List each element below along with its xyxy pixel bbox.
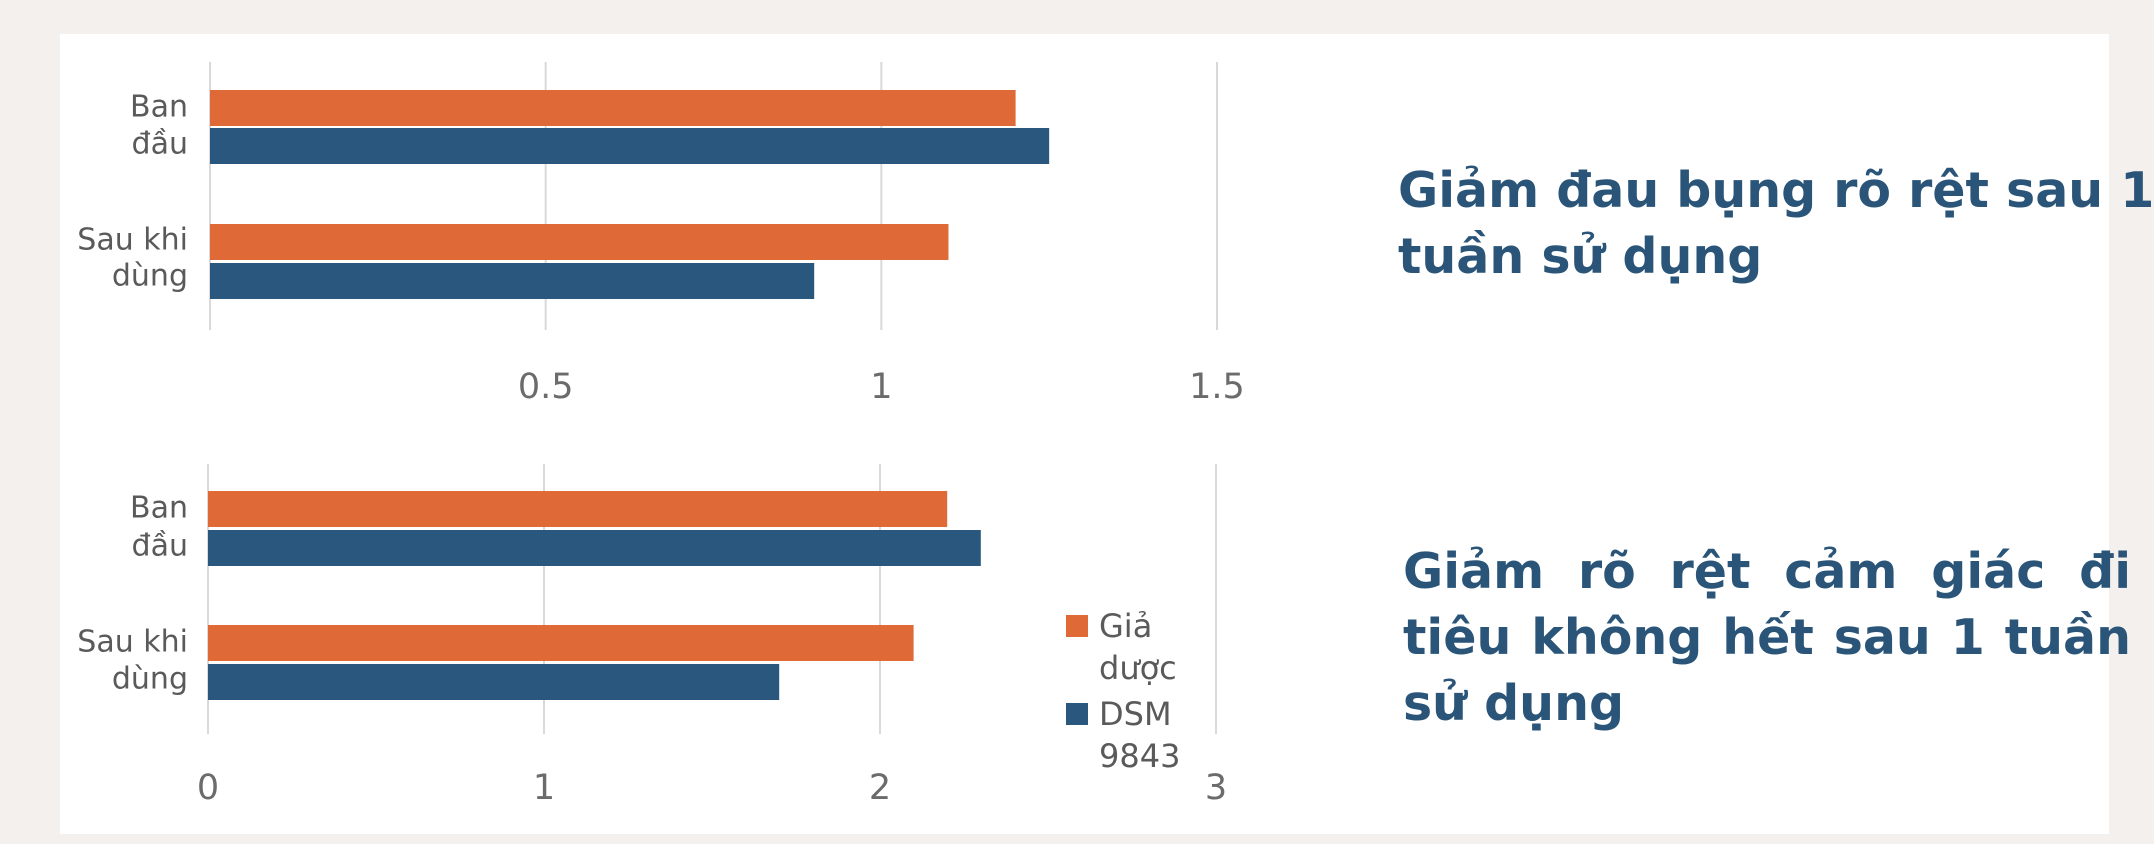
bar [210,128,1050,164]
bar [208,530,981,566]
category-label: Sau khi [77,223,188,258]
legend-swatch [1066,703,1088,725]
legend-label: dược [1099,649,1177,687]
bar [208,664,780,700]
x-tick-label: 1 [533,768,555,808]
x-tick-label: 1 [870,367,892,407]
legend-label: Giả [1099,607,1152,645]
category-label: đầu [132,529,188,564]
bar [210,90,1016,126]
chart-1-title: Giảm đau bụng rõ rệt sau 1 tuần sử dụng [1398,162,2154,285]
chart-card: 0.5 1 1.5 Ban đầu Sau khi dùng 0 1 2 3 Ban đầu Sau kh… [60,34,2154,834]
bar [210,263,815,299]
x-tick-label: 0.5 [518,367,574,407]
category-label: dùng [112,259,188,294]
legend-swatch [1066,615,1088,637]
legend-label: DSM [1099,695,1172,733]
category-label: Ban [130,90,188,125]
category-label: Ban [130,491,188,526]
x-tick-label: 0 [197,768,219,808]
bar [208,625,914,661]
bar [208,491,948,527]
bar [210,224,949,260]
category-label: Sau khi [77,625,188,660]
x-tick-label: 3 [1205,768,1227,808]
category-label: đầu [132,127,188,162]
x-tick-label: 2 [869,768,891,808]
category-label: dùng [112,662,188,697]
x-tick-label: 1.5 [1189,367,1245,407]
legend-label: 9843 [1099,737,1180,775]
chart-2-title: Giảm rõ rệt cảm giác đi tiêu không hết s… [1403,543,2131,732]
